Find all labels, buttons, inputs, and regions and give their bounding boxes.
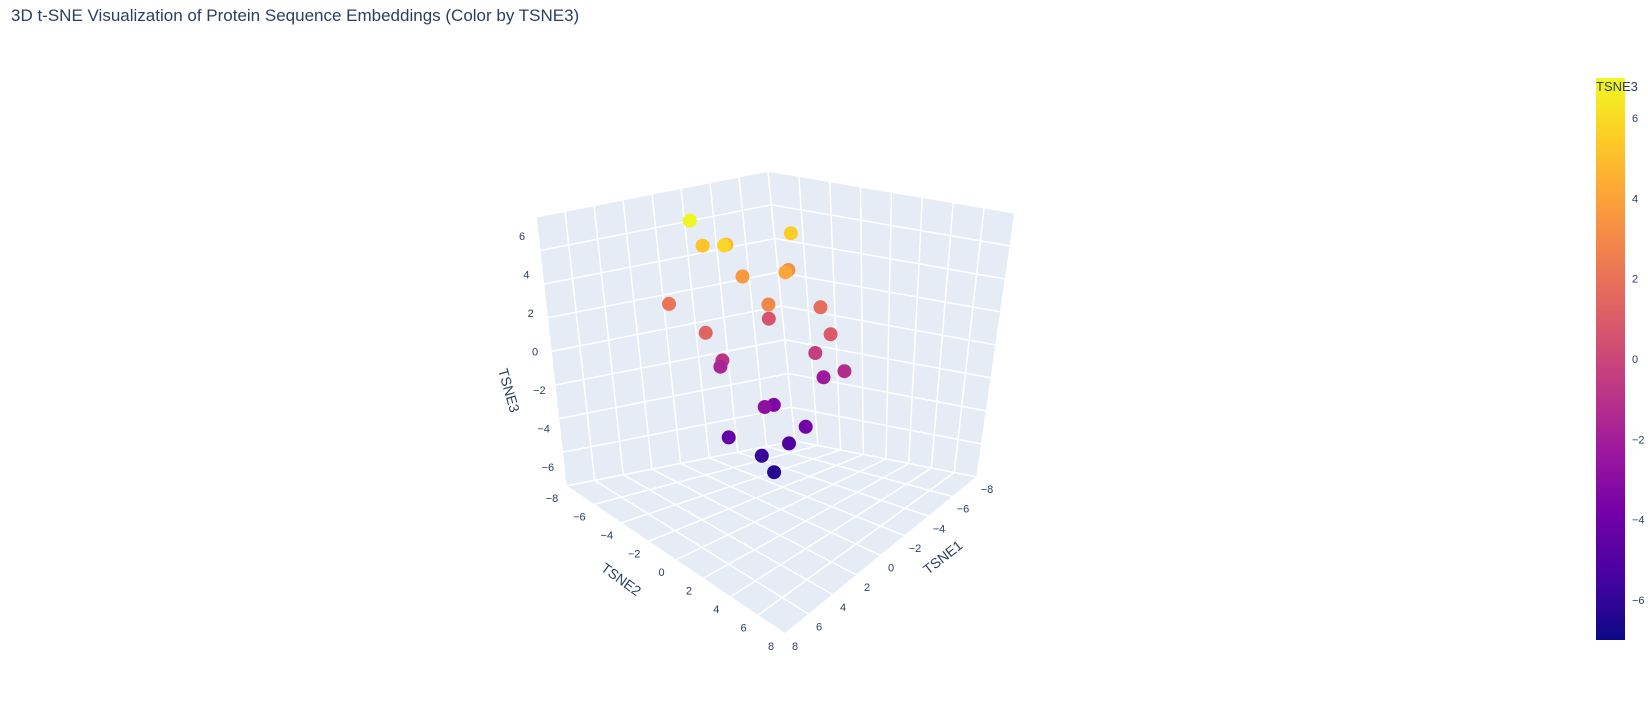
colorbar-tick-label: −4 (1632, 515, 1645, 527)
data-point[interactable] (799, 420, 813, 434)
z-tick-label: 4 (523, 270, 529, 282)
y-tick-label: −6 (573, 512, 586, 524)
colorbar-tick-label: −6 (1632, 595, 1645, 607)
y-tick-label: 8 (768, 641, 774, 653)
x-tick-label: 4 (840, 602, 846, 614)
data-point[interactable] (722, 430, 736, 444)
z-tick-label: −6 (542, 462, 555, 474)
y-tick-label: 2 (686, 586, 692, 598)
colorbar-ticks: −6 −4 −2 0 2 4 6 (1632, 113, 1645, 607)
data-point[interactable] (808, 346, 822, 360)
data-point[interactable] (755, 449, 769, 463)
colorbar-tick-label: −2 (1632, 434, 1645, 446)
colorbar-tick-label: 6 (1632, 113, 1638, 125)
data-point[interactable] (699, 326, 713, 340)
x-tick-label: −4 (933, 523, 946, 535)
y-tick-label: 0 (658, 567, 664, 579)
data-point[interactable] (696, 239, 710, 253)
z-tick-label: −4 (537, 423, 550, 435)
z-tick-label: 6 (519, 231, 525, 243)
y-tick-label: 4 (713, 604, 719, 616)
data-point[interactable] (762, 312, 776, 326)
x-tick-label: 8 (792, 641, 798, 653)
data-point[interactable] (778, 265, 792, 279)
x-tick-label: 6 (816, 621, 822, 633)
data-point[interactable] (784, 226, 798, 240)
x-tick-label: 2 (864, 582, 870, 594)
x-tick-label: 0 (888, 563, 894, 575)
data-point[interactable] (824, 327, 838, 341)
data-point[interactable] (713, 360, 727, 374)
x-axis-title: TSNE1 (920, 537, 966, 578)
z-axis-title: TSNE3 (495, 366, 523, 414)
z-tick-label: 2 (528, 308, 534, 320)
data-point[interactable] (814, 300, 828, 314)
y-tick-label: −2 (628, 549, 641, 561)
colorbar-tick-label: 2 (1632, 274, 1638, 286)
data-point[interactable] (736, 270, 750, 284)
y-tick-label: −8 (546, 493, 559, 505)
data-point[interactable] (761, 298, 775, 312)
data-point[interactable] (717, 238, 731, 252)
data-point[interactable] (837, 364, 851, 378)
x-tick-label: −2 (909, 543, 922, 555)
data-point[interactable] (782, 436, 796, 450)
colorbar-tick-label: 0 (1632, 354, 1638, 366)
data-point[interactable] (817, 370, 831, 384)
z-tick-label: −2 (533, 385, 546, 397)
y-tick-label: 6 (741, 623, 747, 635)
z-tick-label: 0 (532, 347, 538, 359)
x-tick-label: −6 (957, 504, 970, 516)
data-point[interactable] (767, 465, 781, 479)
x-tick-label: −8 (981, 484, 994, 496)
data-point[interactable] (683, 214, 697, 228)
colorbar (1596, 78, 1625, 640)
colorbar-tick-label: 4 (1632, 193, 1638, 205)
y-tick-label: −4 (601, 530, 614, 542)
data-point[interactable] (758, 400, 772, 414)
data-point[interactable] (662, 297, 676, 311)
y-axis-title: TSNE2 (598, 559, 644, 599)
colorbar-title: TSNE3 (1596, 79, 1638, 94)
